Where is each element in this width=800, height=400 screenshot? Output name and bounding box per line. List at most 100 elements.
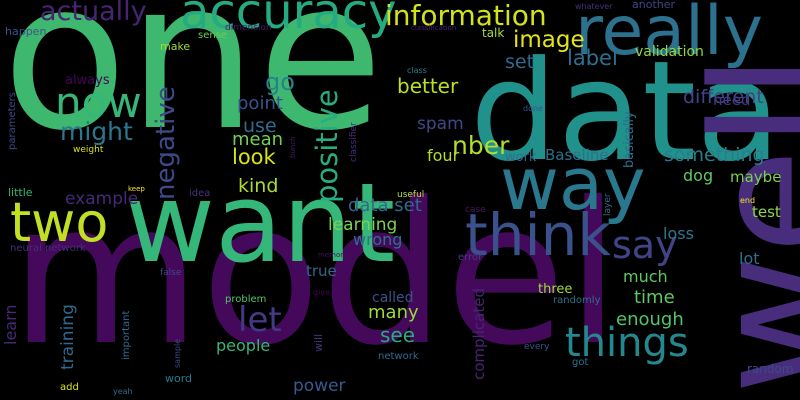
word-problem: problem [225,294,267,305]
word-called: called [372,290,414,306]
word-add: add [60,382,79,393]
word-whatever: whatever [575,2,613,11]
word-always: always [65,73,110,88]
word-dog: dog [683,166,714,185]
word-need: need [713,91,751,109]
word-classification: classification [411,24,457,32]
word-weight: weight [73,145,104,155]
word-baseline: Baseline [545,146,609,164]
word-learning: learning [328,215,398,235]
word-learn: learn [1,304,20,345]
word-idea: idea [189,188,211,199]
word-neural-network: neural network [10,243,86,254]
word-label: label [567,46,618,70]
word-things: things [565,320,689,366]
word-little: little [8,186,33,199]
word-people: people [216,336,271,355]
word-different: different [683,86,764,108]
word-case: case [465,205,486,215]
word-every: every [524,342,550,352]
word-test: test [752,203,781,221]
word-maybe: maybe [730,168,782,186]
word-image: image [513,27,585,53]
word-error: error [458,252,483,263]
word-memorize: memorize [318,251,354,259]
word-randomly: randomly [553,295,601,306]
word-layer: layer [603,193,613,216]
word-mean: mean [232,129,284,150]
word-something: something [664,144,765,166]
word-classifier: classifier [349,122,359,162]
word-training: training [58,304,78,370]
word-talk: talk [482,26,505,40]
word-go: go [265,68,295,96]
word-model: model [10,161,621,389]
word-false: false [160,268,182,278]
word-make: make [160,40,191,53]
word-say: say [612,223,678,267]
word-accuracy: accuracy [180,0,397,40]
word-end: end [740,196,756,205]
word-actually: actually [40,0,147,27]
word-information: information [385,0,547,32]
word-look: look [232,145,276,169]
word-sense: sense [198,30,228,41]
word-might: might [60,117,133,146]
word-useful: useful [397,190,425,200]
word-work: work [505,150,537,165]
word-parameters: parameters [7,91,18,150]
word-sample: sample [173,338,182,368]
word-keep: keep [128,185,145,193]
word-see: see [380,323,416,347]
word-yeah: yeah [113,387,133,396]
word-random: random [747,362,794,376]
word-kind: kind [238,175,279,197]
word-word: word [165,372,193,385]
word-now: now [55,78,142,127]
word-many: many [368,302,419,323]
word-lot: lot [739,249,760,268]
word-give: give [313,288,330,297]
word-power: power [293,376,346,396]
word-data-set: data set [348,195,422,216]
word-way: way [500,142,646,226]
word-example: example [65,189,139,209]
word-three: three [538,282,573,297]
word-better: better [397,74,459,98]
word-complicated: complicated [470,288,488,380]
word-will: will [312,333,325,352]
word-one: one [2,0,384,176]
word-got: got [572,357,589,368]
word-much: much [623,267,668,286]
word-validation: validation [635,44,704,60]
word-nber: nber [452,131,510,160]
word-data: data [470,31,781,192]
word-important: important [121,310,132,360]
word-time: time [634,287,675,308]
word-enough: enough [616,309,684,330]
word-two: two [10,191,109,254]
word-spam: spam [417,114,464,134]
word-point: point [237,93,283,114]
word-four: four [427,146,460,165]
word-negative: negative [151,86,181,200]
word-positive: positive [310,89,344,203]
word-really: really [575,0,763,71]
word-happen: happen [5,25,47,38]
word-set: set [505,51,535,73]
word-wrong: wrong [353,230,403,249]
word-think: think [465,201,611,269]
word-bunch: bunch [289,136,297,158]
word-class: class [407,66,427,75]
word-loss: loss [663,224,694,243]
word-done: done [523,104,543,113]
word-network: network [378,351,419,362]
word-want: want [125,159,396,287]
word-dimension: dimension [225,23,272,33]
word-true: true [306,262,337,280]
word-another: another [632,0,676,11]
word-let: let [238,300,282,340]
word-use: use [243,115,277,137]
word-basically: basically [622,111,637,168]
